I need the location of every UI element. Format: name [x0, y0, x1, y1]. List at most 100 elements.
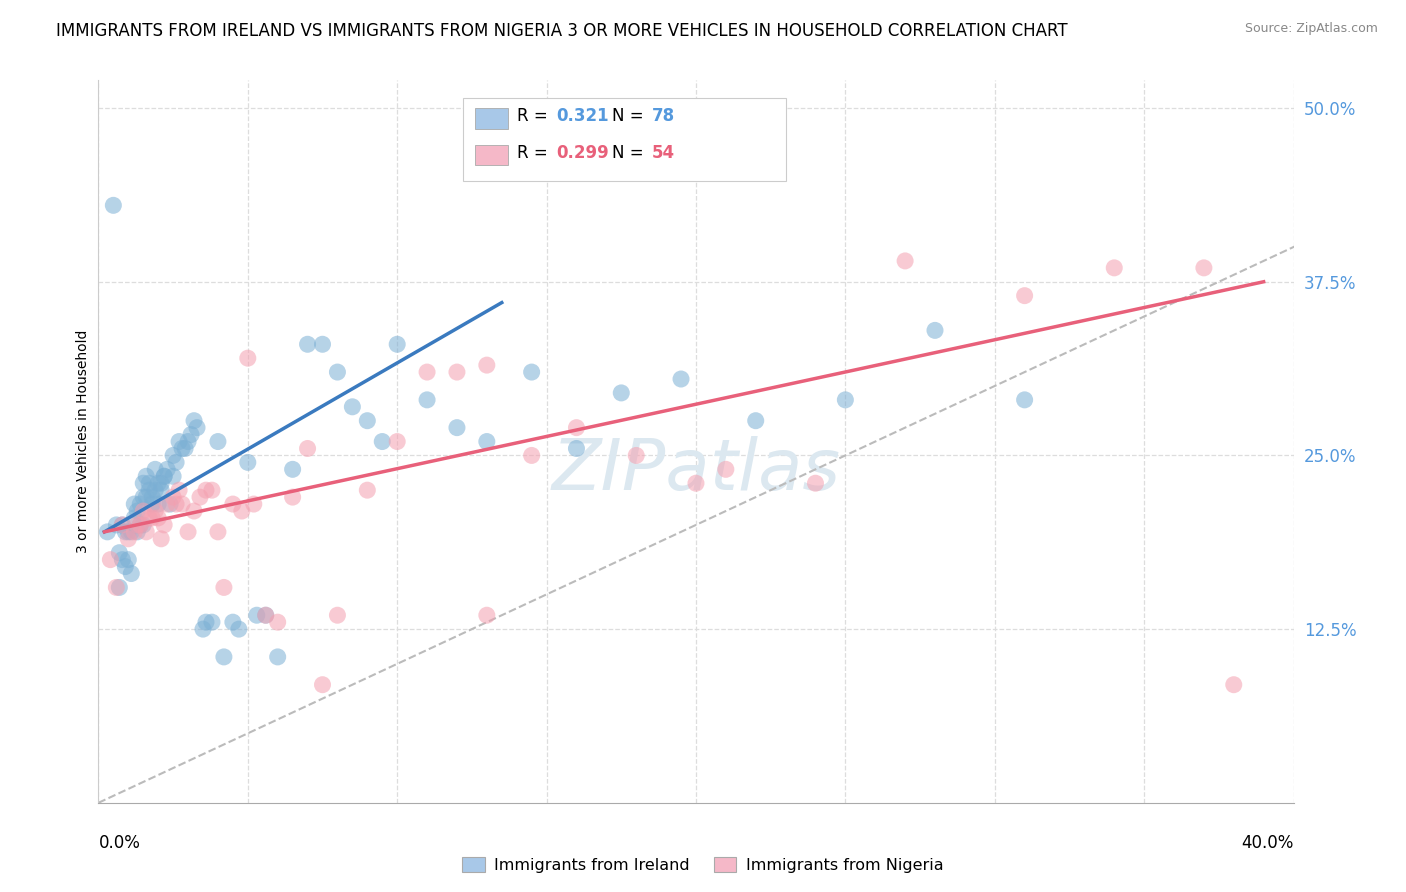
Point — [231, 504, 253, 518]
Point — [150, 483, 173, 498]
Point — [162, 490, 184, 504]
Point — [326, 365, 349, 379]
Text: Source: ZipAtlas.com: Source: ZipAtlas.com — [1244, 22, 1378, 36]
Point — [141, 497, 163, 511]
Point — [150, 476, 173, 491]
Point — [143, 504, 166, 518]
Point — [117, 552, 139, 566]
Point — [356, 483, 378, 498]
Point — [385, 337, 409, 351]
Point — [446, 420, 468, 434]
Point — [124, 511, 146, 525]
Point — [117, 524, 139, 539]
Point — [172, 497, 194, 511]
Point — [167, 434, 190, 449]
Point — [129, 517, 152, 532]
Point — [165, 497, 187, 511]
Point — [207, 524, 229, 539]
Point — [201, 483, 224, 498]
Point — [212, 581, 235, 595]
Point — [162, 449, 184, 463]
Point — [172, 442, 194, 456]
Point — [222, 615, 245, 630]
Point — [267, 649, 290, 664]
Point — [159, 497, 181, 511]
Point — [165, 455, 187, 469]
Point — [143, 462, 166, 476]
Point — [201, 615, 224, 630]
Text: 0.0%: 0.0% — [98, 834, 141, 852]
Point — [177, 524, 200, 539]
Point — [281, 462, 304, 476]
Point — [924, 323, 946, 337]
Point — [446, 365, 468, 379]
Point — [127, 524, 149, 539]
Point — [685, 476, 707, 491]
Point — [150, 532, 173, 546]
Point — [1014, 288, 1036, 302]
Point — [475, 358, 498, 372]
Point — [254, 608, 277, 623]
Point — [156, 462, 179, 476]
Point — [105, 517, 128, 532]
Point — [167, 483, 190, 498]
Point — [565, 420, 588, 434]
Point — [183, 504, 205, 518]
Text: 0.299: 0.299 — [557, 144, 609, 161]
Point — [326, 608, 349, 623]
Point — [162, 469, 184, 483]
Point — [138, 483, 160, 498]
Point — [1192, 260, 1215, 275]
Point — [132, 490, 155, 504]
Point — [714, 462, 737, 476]
Point — [281, 490, 304, 504]
Point — [520, 365, 543, 379]
Text: R =: R = — [517, 144, 553, 161]
Y-axis label: 3 or more Vehicles in Household: 3 or more Vehicles in Household — [76, 330, 90, 553]
Point — [129, 517, 152, 532]
Point — [143, 483, 166, 498]
Point — [108, 581, 131, 595]
Point — [135, 524, 157, 539]
Point — [894, 254, 917, 268]
Point — [111, 517, 134, 532]
Text: N =: N = — [613, 144, 650, 161]
Point — [105, 581, 128, 595]
Point — [212, 649, 235, 664]
Point — [96, 524, 118, 539]
Point — [148, 511, 170, 525]
Point — [565, 442, 588, 456]
Point — [153, 469, 176, 483]
Point — [153, 517, 176, 532]
Point — [141, 511, 163, 525]
Point — [385, 434, 409, 449]
Point — [156, 497, 179, 511]
Point — [207, 434, 229, 449]
Point — [191, 622, 214, 636]
Point — [1014, 392, 1036, 407]
Point — [254, 608, 277, 623]
Point — [188, 490, 211, 504]
Point — [148, 476, 170, 491]
Point — [127, 517, 149, 532]
Text: ZIPatlas: ZIPatlas — [551, 436, 841, 505]
Point — [132, 517, 155, 532]
Point — [416, 392, 439, 407]
Point — [141, 490, 163, 504]
Point — [834, 392, 856, 407]
Point — [804, 476, 827, 491]
Point — [120, 566, 142, 581]
Point — [186, 420, 208, 434]
Point — [124, 497, 146, 511]
Point — [138, 476, 160, 491]
Point — [103, 198, 125, 212]
Text: 40.0%: 40.0% — [1241, 834, 1294, 852]
Point — [111, 552, 134, 566]
Point — [243, 497, 266, 511]
Point — [183, 414, 205, 428]
Text: R =: R = — [517, 107, 553, 126]
Text: N =: N = — [613, 107, 650, 126]
Point — [626, 449, 648, 463]
Point — [111, 517, 134, 532]
Point — [222, 497, 245, 511]
